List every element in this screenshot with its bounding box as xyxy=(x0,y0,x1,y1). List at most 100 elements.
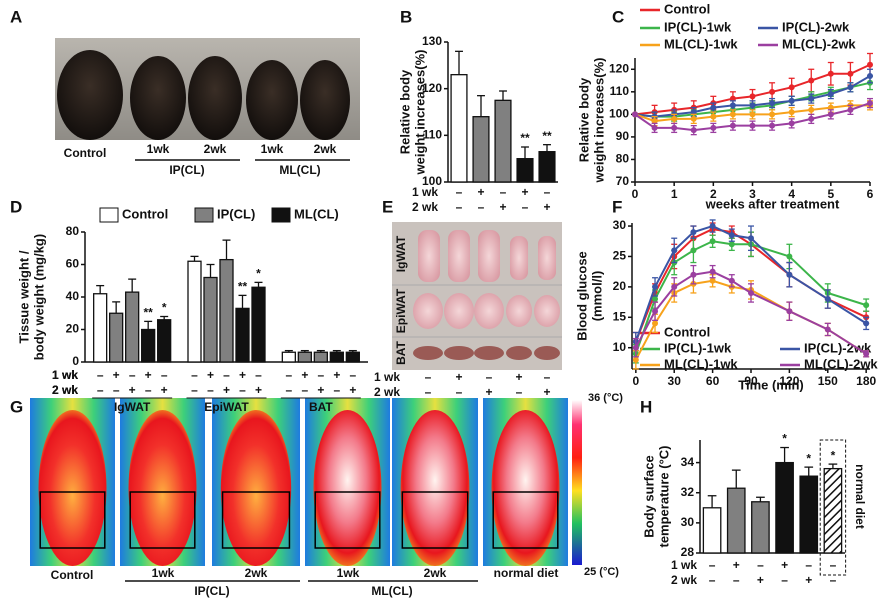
point xyxy=(863,320,870,327)
point xyxy=(749,93,756,100)
condition-sign: – xyxy=(516,385,523,399)
y-tick-label: 110 xyxy=(423,128,443,142)
point xyxy=(788,97,795,104)
condition-sign: + xyxy=(145,368,152,382)
bar xyxy=(219,258,234,363)
bar xyxy=(726,487,746,554)
legend-swatch xyxy=(99,207,119,223)
condition-sign: – xyxy=(544,370,551,384)
photo-label: Control xyxy=(51,568,94,582)
condition-sign: + xyxy=(499,200,506,214)
photo-label: Control xyxy=(64,146,107,160)
condition-sign: – xyxy=(113,383,120,397)
condition-sign: – xyxy=(830,573,837,587)
condition-sign: + xyxy=(113,368,120,382)
point xyxy=(690,229,697,236)
x-tick-label: 3 xyxy=(749,187,756,201)
point xyxy=(867,61,873,68)
condition-sign: – xyxy=(709,573,716,587)
x-tick-label: 120 xyxy=(779,374,799,388)
photo-label: 2wk xyxy=(204,142,227,156)
condition-sign: + xyxy=(521,185,528,199)
panel-letter: E xyxy=(382,197,393,216)
y-tick-label: 10 xyxy=(613,340,627,354)
point xyxy=(729,122,736,129)
condition-sign: + xyxy=(333,368,340,382)
mouse-photo xyxy=(55,38,360,140)
point xyxy=(748,235,754,242)
significance: * xyxy=(806,451,811,465)
x-tick-label: 0 xyxy=(632,374,639,388)
point xyxy=(710,124,717,131)
bar xyxy=(157,319,172,363)
condition-sign: – xyxy=(522,200,529,214)
condition-sign: – xyxy=(239,383,246,397)
bar xyxy=(297,351,312,363)
point xyxy=(847,70,854,77)
y-axis-label: (mmol/l) xyxy=(589,271,604,322)
condition-sign: + xyxy=(543,200,550,214)
condition-sign: + xyxy=(485,385,492,399)
bar xyxy=(775,461,794,554)
photo-label: 2wk xyxy=(314,142,337,156)
legend-swatch xyxy=(194,207,214,223)
photo-label: 2wk xyxy=(245,566,268,580)
point xyxy=(769,88,776,95)
scale-label: 25 (°C) xyxy=(584,566,619,578)
legend-label: IP(CL) xyxy=(217,206,255,221)
panel-letter: D xyxy=(10,197,22,216)
tissue-label: IgWAT xyxy=(394,235,408,272)
y-axis-label: Blood glucose xyxy=(574,251,589,341)
condition-sign: + xyxy=(349,383,356,397)
point xyxy=(847,84,854,91)
bar xyxy=(313,351,328,363)
condition-sign: – xyxy=(425,385,432,399)
photo-label: IP(CL) xyxy=(194,584,229,598)
bar xyxy=(141,328,156,363)
point xyxy=(808,106,815,113)
legend-label: Control xyxy=(664,324,710,339)
x-axis-label: weeks after treatment xyxy=(705,196,840,211)
x-tick-label: 30 xyxy=(668,374,682,388)
tissue-label: EpiWAT xyxy=(394,288,408,333)
condition-sign: – xyxy=(285,383,292,397)
point xyxy=(786,253,793,260)
thermal-images xyxy=(30,398,568,566)
x-tick-label: 60 xyxy=(706,374,720,388)
condition-label: 2 wk xyxy=(374,385,400,399)
point xyxy=(749,102,756,109)
y-tick-label: 0 xyxy=(72,354,79,368)
photo-label: 1wk xyxy=(261,142,284,156)
condition-label: 1 wk xyxy=(412,185,438,199)
point xyxy=(788,84,795,91)
legend-label: IP(CL)-2wk xyxy=(804,340,872,355)
y-tick-label: 120 xyxy=(609,61,629,75)
point xyxy=(728,277,735,284)
condition-sign: + xyxy=(781,558,788,572)
point xyxy=(867,73,873,80)
photo-label: 2wk xyxy=(424,566,447,580)
legend-label: IP(CL)-1wk xyxy=(664,19,732,34)
photo-label: IP(CL) xyxy=(169,163,204,177)
legend-label: Control xyxy=(122,206,168,221)
condition-sign: – xyxy=(830,558,837,572)
condition-sign: + xyxy=(129,383,136,397)
bar xyxy=(281,351,296,363)
y-tick-label: 28 xyxy=(681,545,695,559)
bar xyxy=(125,291,140,363)
condition-sign: – xyxy=(486,370,493,384)
roi-box xyxy=(492,491,559,549)
x-tick-label: 150 xyxy=(818,374,838,388)
bar xyxy=(251,286,266,363)
roi-box xyxy=(401,491,469,549)
y-axis-label: weight increases(%) xyxy=(412,50,427,176)
point xyxy=(729,95,736,102)
condition-sign: – xyxy=(97,383,104,397)
bar xyxy=(702,507,722,554)
point xyxy=(769,122,776,129)
point xyxy=(786,308,793,315)
panel-letter: H xyxy=(640,397,652,416)
thermal-body xyxy=(400,410,470,566)
condition-sign: + xyxy=(223,383,230,397)
